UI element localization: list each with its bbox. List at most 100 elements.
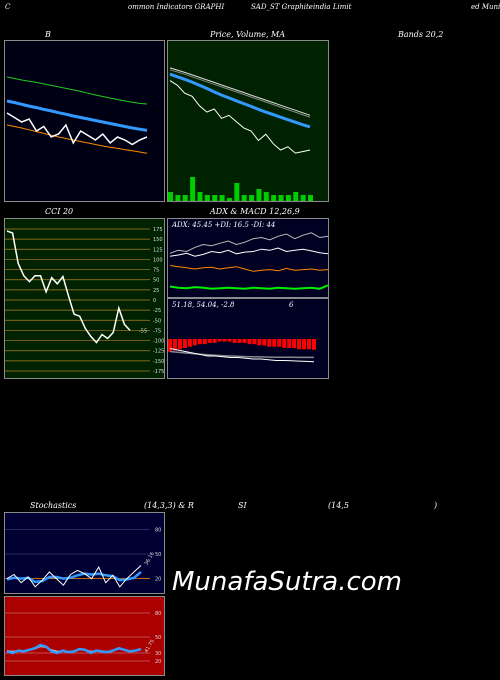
macd-histogram-bar bbox=[302, 339, 307, 350]
macd-bg bbox=[168, 299, 328, 378]
volume-bar bbox=[212, 195, 218, 201]
rsi-tick-label: 20 bbox=[155, 659, 161, 665]
cci-tick-label: -100 bbox=[153, 339, 164, 345]
rsi-tick-label: 30 bbox=[155, 651, 161, 657]
macd-panel: 51.18, 54.04, -2.8 6 bbox=[167, 298, 329, 379]
macd-histogram-bar bbox=[272, 339, 277, 347]
volume-bar bbox=[204, 195, 210, 201]
adx-panel: ADX: 45.45 +DI: 16.5 -DI: 44 bbox=[167, 218, 329, 298]
cci-tick-label: 100 bbox=[153, 257, 163, 263]
rsi-bg bbox=[5, 597, 164, 675]
stochastics-title: Stochastics bbox=[30, 501, 77, 510]
adx-bg bbox=[168, 219, 328, 297]
header-c: C bbox=[5, 3, 11, 11]
bollinger-bg bbox=[5, 41, 164, 201]
price-volume-title: Price, Volume, MA bbox=[210, 30, 286, 39]
adx-line bbox=[169, 232, 328, 254]
macd-histogram-bar bbox=[197, 339, 202, 345]
volume-bar bbox=[256, 189, 262, 201]
volume-bar bbox=[249, 195, 255, 201]
macd-histogram-bar bbox=[232, 339, 237, 343]
price-volume-chart bbox=[168, 41, 328, 201]
header-municipal: ed Muni bbox=[471, 3, 500, 11]
stoch-tick-label: 80 bbox=[155, 527, 161, 533]
macd-histogram-bar bbox=[267, 339, 272, 347]
rsi-tick-label: 80 bbox=[155, 611, 161, 617]
bollinger-panel bbox=[4, 40, 165, 202]
volume-bar bbox=[241, 195, 247, 201]
macd-line bbox=[169, 348, 315, 363]
cci-tick-label: 175 bbox=[153, 227, 163, 233]
volume-bar bbox=[308, 195, 313, 201]
bollinger-chart bbox=[5, 41, 164, 201]
cci-title: CCI 20 bbox=[45, 207, 74, 216]
adx-chart bbox=[168, 219, 328, 297]
macd-histogram-bar bbox=[182, 339, 187, 348]
macd-histogram-bar bbox=[207, 339, 212, 343]
volume-bar bbox=[182, 195, 188, 201]
macd-histogram-bar bbox=[168, 339, 172, 352]
rsi-tick-label: 50 bbox=[155, 635, 161, 641]
macd-histogram-bar bbox=[257, 339, 262, 346]
macd-histogram-bar bbox=[297, 339, 302, 350]
volume-bar bbox=[168, 192, 173, 201]
volume-bar bbox=[234, 183, 240, 201]
cci-line bbox=[6, 230, 131, 344]
macd-histogram-bar bbox=[202, 339, 207, 345]
macd-histogram-bar bbox=[172, 339, 177, 351]
adx-macd-title: ADX & MACD 12,26,9 bbox=[210, 207, 300, 216]
cci-bg bbox=[5, 219, 164, 378]
volume-bar bbox=[278, 195, 284, 201]
rsi-line bbox=[6, 643, 142, 655]
stoch-bg bbox=[5, 513, 164, 593]
macd-histogram-bar bbox=[252, 339, 257, 345]
macd-histogram-bar bbox=[262, 339, 267, 346]
volume-bar bbox=[293, 192, 299, 201]
macd-histogram-bar bbox=[307, 339, 312, 350]
cci-tick-label: 125 bbox=[153, 247, 163, 253]
header-symbol: SAD_ST Graphiteindia Limit bbox=[251, 3, 352, 11]
volume-bar bbox=[190, 177, 196, 201]
cci-tick-label: 75 bbox=[153, 268, 159, 274]
macd-histogram-bar bbox=[247, 339, 252, 345]
macd-histogram-bar bbox=[227, 339, 232, 342]
rsi-params: (14,5 bbox=[328, 501, 349, 510]
rsi-title: SI bbox=[238, 501, 247, 510]
stochastics-panel: 80 50 20 36.16 bbox=[4, 512, 165, 594]
bollinger-lower-band bbox=[6, 124, 148, 154]
price-volume-panel bbox=[167, 40, 329, 202]
macd-histogram-bar bbox=[287, 339, 292, 348]
volume-bar bbox=[300, 195, 306, 201]
cci-tick-label: 50 bbox=[153, 278, 159, 284]
price-ma-long-shadow bbox=[169, 69, 311, 118]
cci-tick-label: 150 bbox=[153, 237, 163, 243]
cci-tick-label: -25 bbox=[153, 308, 161, 314]
macd-histogram-bar bbox=[217, 339, 222, 342]
macd-histogram-bar bbox=[237, 339, 242, 343]
bollinger-bands-title: Bands 20,2 bbox=[398, 30, 444, 39]
price-ma-short bbox=[169, 72, 311, 129]
stoch-k-line bbox=[6, 565, 142, 588]
macd-extra-label: 6 bbox=[289, 301, 294, 309]
cci-chart: 175 150 125 100 75 50 25 0 -25 -50 -75 -100 -125 -150… bbox=[5, 219, 164, 378]
macd-histogram-bar bbox=[177, 339, 182, 350]
cci-tick-label: -150 bbox=[153, 359, 164, 365]
watermark: MunafaSutra.com bbox=[172, 567, 403, 597]
volume-bar bbox=[226, 198, 232, 201]
rsi-params-close: ) bbox=[434, 501, 438, 510]
adx-green-line bbox=[169, 284, 328, 290]
cci-last-value: -55 bbox=[139, 328, 147, 334]
cci-tick-label: 0 bbox=[153, 298, 156, 304]
bollinger-title: B bbox=[45, 30, 51, 39]
volume-bar bbox=[219, 195, 225, 201]
cci-tick-label: -125 bbox=[153, 349, 164, 355]
volume-bar bbox=[263, 192, 269, 201]
macd-histogram-bar bbox=[212, 339, 217, 343]
rsi-panel: 80 50 30 20 41.75 bbox=[4, 596, 165, 676]
bollinger-price-line bbox=[6, 112, 148, 146]
volume-bar bbox=[285, 195, 291, 201]
macd-chart bbox=[168, 299, 328, 378]
header-common-indicators: ommon Indicators GRAPHI bbox=[128, 3, 225, 11]
stochastics-params: (14,3,3) & R bbox=[144, 501, 194, 510]
